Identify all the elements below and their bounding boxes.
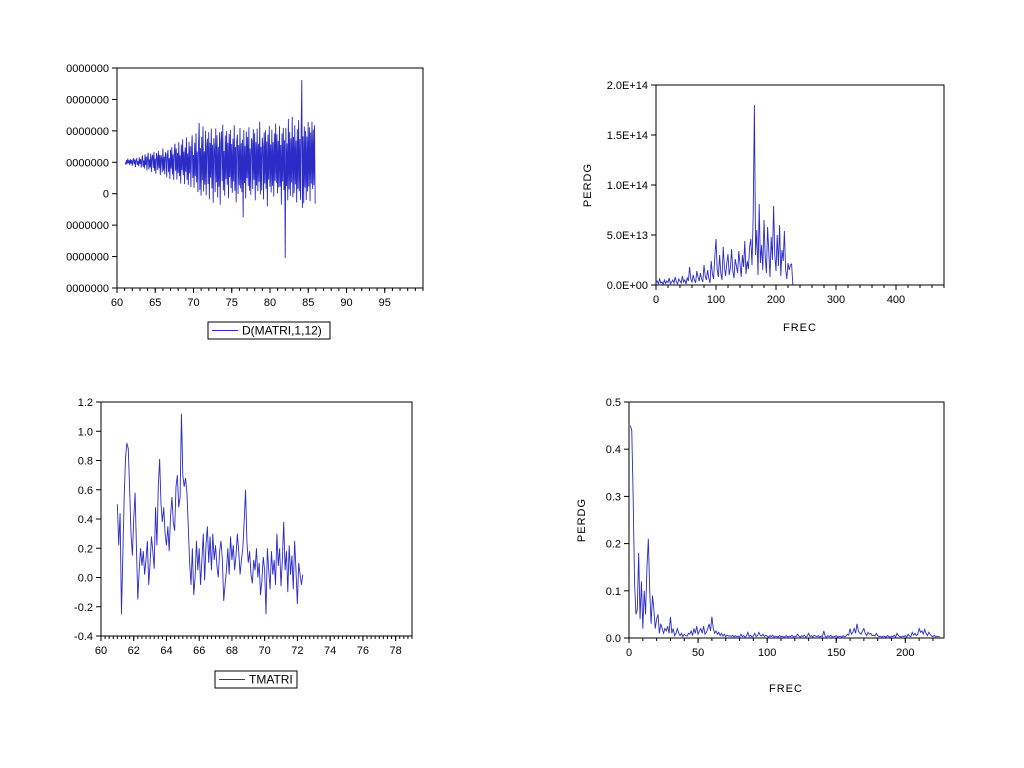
x-tick-label: 200 xyxy=(767,294,785,306)
y-tick-label: 0.8 xyxy=(78,456,93,468)
x-tick-label: 66 xyxy=(193,645,205,657)
y-tick-label: 0 xyxy=(103,189,109,201)
y-tick-label: 0000000 xyxy=(66,126,109,138)
y-tick-label: 0000000 xyxy=(66,283,109,295)
y-tick-label: 1.5E+14 xyxy=(607,130,648,142)
y-tick-label: 1.0E+14 xyxy=(607,180,648,192)
y-tick-label: 0.4 xyxy=(606,444,621,456)
y-tick-label: 0.5 xyxy=(606,397,621,409)
legend-box xyxy=(214,670,298,689)
x-tick-label: 0 xyxy=(626,647,632,659)
y-tick-label: 0.3 xyxy=(606,491,621,503)
legend-label: TMATRI xyxy=(249,673,293,687)
y-tick-label: 0000000 xyxy=(66,63,109,75)
legend: D(MATRI,1,12) xyxy=(207,321,331,340)
x-tick-label: 100 xyxy=(758,647,776,659)
x-tick-label: 85 xyxy=(302,297,314,309)
x-tick-label: 0 xyxy=(653,294,659,306)
y-tick-label: -0.2 xyxy=(74,602,93,614)
legend-label: D(MATRI,1,12) xyxy=(242,324,322,338)
y-tick-label: 1.2 xyxy=(78,397,93,409)
series-line xyxy=(629,425,941,639)
y-tick-label: 0000000 xyxy=(66,157,109,169)
y-axis-label: PERDG xyxy=(582,163,594,207)
plot-frame xyxy=(628,401,945,639)
x-tick-label: 70 xyxy=(187,297,199,309)
y-tick-label: 0.2 xyxy=(78,543,93,555)
y-tick-label: 5.0E+13 xyxy=(607,230,648,242)
x-tick-label: 70 xyxy=(259,645,271,657)
y-tick-label: 0.1 xyxy=(606,586,621,598)
y-tick-label: 1.0 xyxy=(78,426,93,438)
y-tick-label: 0.0E+00 xyxy=(607,280,648,292)
y-tick-label: -0.4 xyxy=(74,631,93,643)
x-tick-label: 50 xyxy=(692,647,704,659)
x-tick-label: 75 xyxy=(226,297,238,309)
x-axis-label: FREC xyxy=(783,322,817,334)
x-tick-label: 64 xyxy=(160,645,172,657)
x-tick-label: 60 xyxy=(111,297,123,309)
y-tick-label: 0.2 xyxy=(606,539,621,551)
x-axis-label: FREC xyxy=(769,683,803,695)
x-tick-label: 72 xyxy=(291,645,303,657)
x-tick-label: 60 xyxy=(95,645,107,657)
x-tick-label: 200 xyxy=(896,647,914,659)
chart-panel-3: 60 62 64 66 68 70 72 74 76 78 -0.4 -0.2 0.0 0.2 0.4 0.6… xyxy=(74,397,413,689)
y-tick-label: 0000000 xyxy=(66,220,109,232)
x-tick-label: 150 xyxy=(827,647,845,659)
series-line xyxy=(655,104,794,286)
x-tick-label: 95 xyxy=(379,297,391,309)
x-tick-label: 80 xyxy=(264,297,276,309)
plot-frame xyxy=(655,84,945,286)
chart-panel-4: 0 50 100 150 200 0.0 0.1 0.2 0.3 0.4 0.5 FREC PERDG xyxy=(576,397,945,695)
x-tick-label: 78 xyxy=(390,645,402,657)
series-line xyxy=(116,413,304,615)
legend-box xyxy=(207,321,331,340)
x-tick-label: 76 xyxy=(357,645,369,657)
y-tick-label: 0000000 xyxy=(66,252,109,264)
chart-panel-2: 0 100 200 300 400 0.0E+00 5.0E+13 1.0E+14 1.5E+1… xyxy=(582,80,945,334)
x-tick-label: 62 xyxy=(128,645,140,657)
chart-panel-1: 60 65 70 75 80 85 90 95000000000000000000000000… xyxy=(66,63,424,340)
y-tick-label: 0.0 xyxy=(606,633,621,645)
series-line xyxy=(124,79,316,259)
x-tick-label: 65 xyxy=(149,297,161,309)
legend: TMATRI xyxy=(214,670,298,689)
y-tick-label: 0.4 xyxy=(78,514,93,526)
y-axis-label: PERDG xyxy=(576,498,588,542)
x-tick-label: 300 xyxy=(827,294,845,306)
x-tick-label: 400 xyxy=(887,294,905,306)
y-tick-label: 0000000 xyxy=(66,94,109,106)
x-tick-label: 74 xyxy=(324,645,336,657)
x-tick-label: 68 xyxy=(226,645,238,657)
y-tick-label: 2.0E+14 xyxy=(607,80,648,92)
x-tick-label: 90 xyxy=(340,297,352,309)
y-tick-label: 0.6 xyxy=(78,485,93,497)
plot-frame xyxy=(100,401,413,637)
y-tick-label: 0.0 xyxy=(78,573,93,585)
x-tick-label: 100 xyxy=(707,294,725,306)
